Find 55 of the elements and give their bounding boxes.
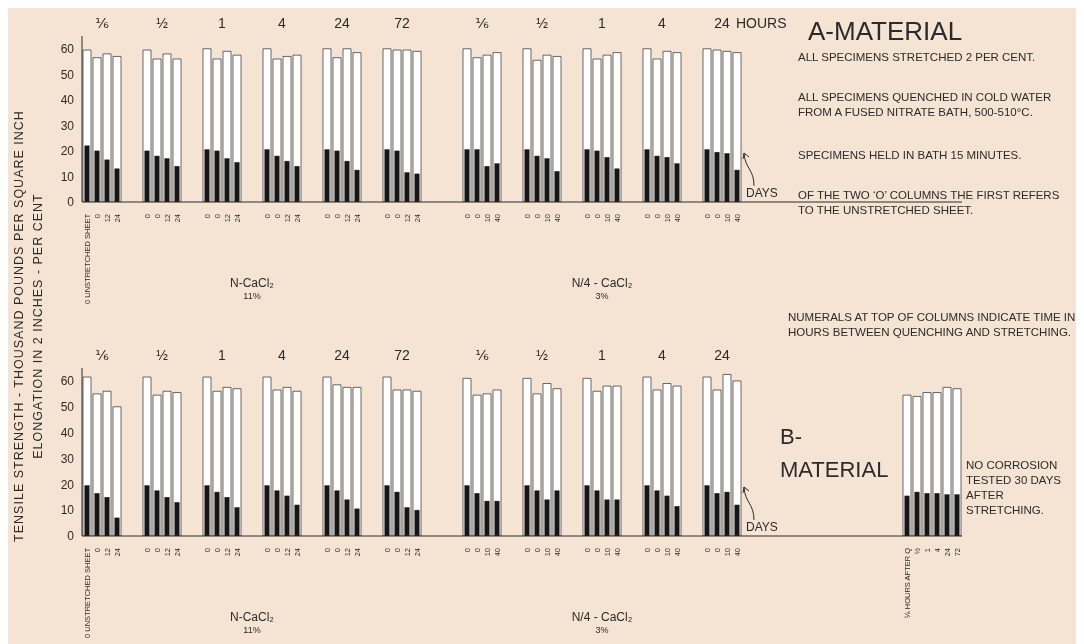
y-tick-label: 60 xyxy=(60,374,75,389)
y-axis-title: TENSILE STRENGTH - THOUSAND POUNDS PER SQUARE INCH xyxy=(12,110,27,542)
text: N-CaCl₂ xyxy=(230,276,274,292)
text: 1 xyxy=(598,14,606,33)
text: 1 xyxy=(218,346,226,365)
text: N/4 - CaCl₂ xyxy=(571,610,633,626)
text: 4 xyxy=(278,14,286,33)
text: 3% xyxy=(595,625,609,637)
y-tick-label: 60 xyxy=(60,42,75,57)
annotation: ALL SPECIMENS QUENCHED IN COLD WATER FROM A FUSED NITRATE BATH, 500-510°C. xyxy=(798,90,1053,120)
text: 1 xyxy=(598,346,606,365)
text: 4 xyxy=(658,14,666,33)
text: ⅙ xyxy=(95,14,109,33)
text: 1 xyxy=(218,14,226,33)
annotation: ALL SPECIMENS STRETCHED 2 PER CENT. xyxy=(798,50,1037,65)
text: 72 xyxy=(394,346,410,365)
text: 24 xyxy=(334,346,350,365)
y-axis-title: ELONGATION IN 2 INCHES - PER CENT xyxy=(31,193,46,459)
y-tick-label: 20 xyxy=(60,144,75,159)
text: N-CaCl₂ xyxy=(230,610,274,626)
text: 11% xyxy=(243,291,261,303)
text: ½ xyxy=(536,346,548,365)
text: ⅙ xyxy=(95,346,109,365)
y-tick-label: 40 xyxy=(60,425,75,440)
text: N/4 - CaCl₂ xyxy=(571,276,633,292)
text: 4 xyxy=(278,346,286,365)
y-tick-label: 10 xyxy=(60,169,75,184)
text: NUMERALS AT TOP OF COLUMNS INDICATE TIME IN HOURS BETWEEN QUENCHING AND STRETCHING. xyxy=(788,310,1077,340)
y-tick-label: 50 xyxy=(60,400,75,415)
y-tick-label: 40 xyxy=(60,93,75,108)
annotation: DAYS xyxy=(746,186,778,202)
text: 24 xyxy=(714,14,730,33)
y-tick-label: 20 xyxy=(60,477,75,492)
text: 4 xyxy=(658,346,666,365)
text: 24 xyxy=(334,14,350,33)
text: ⅙ xyxy=(475,346,489,365)
y-tick-label: 50 xyxy=(60,67,75,82)
text: 3% xyxy=(595,291,609,303)
text: ½ xyxy=(156,346,168,365)
annotation: SPECIMENS HELD IN BATH 15 MINUTES. xyxy=(798,148,1023,163)
annotation: OF THE TWO ‘O’ COLUMNS THE FIRST REFERS TO THE UNSTRETCHED SHEET. xyxy=(798,188,1061,218)
text: ½ xyxy=(156,14,168,33)
y-tick-label: 10 xyxy=(60,503,75,518)
text: NO CORROSION TESTED 30 DAYS AFTER STRETCHING. xyxy=(966,458,1062,518)
text: ⅙ xyxy=(475,14,489,33)
text: B-MATERIAL xyxy=(780,423,890,484)
annotation: DAYS xyxy=(746,520,778,536)
y-tick-label: 30 xyxy=(60,118,75,133)
text: 24 xyxy=(714,346,730,365)
chart-title: A-MATERIAL xyxy=(808,15,964,48)
text: 11% xyxy=(243,625,261,637)
text: HOURS xyxy=(736,14,787,33)
text: 72 xyxy=(394,14,410,33)
y-tick-label: 30 xyxy=(60,451,75,466)
text: ½ xyxy=(536,14,548,33)
